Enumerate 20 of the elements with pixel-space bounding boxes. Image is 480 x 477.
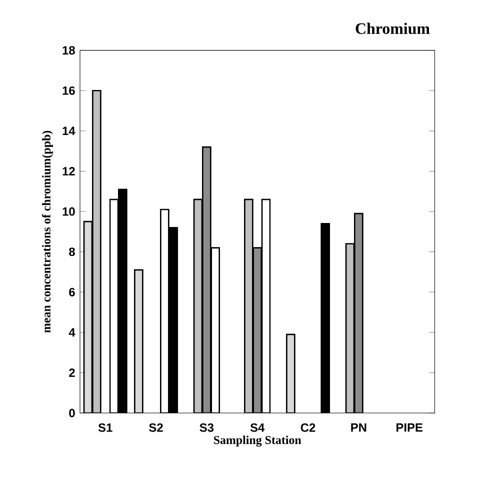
y-tick-label: 18 — [62, 46, 75, 55]
x-axis-title: Sampling Station — [214, 436, 302, 447]
y-tick-label: 16 — [62, 86, 75, 95]
x-tick-label: S4 — [250, 423, 265, 432]
x-tick-label: S3 — [200, 423, 214, 432]
y-tick-label: 14 — [62, 126, 76, 136]
y-tick-label: 0 — [69, 408, 75, 418]
y-tick-label: 2 — [69, 368, 75, 377]
x-tick-label: S2 — [149, 423, 163, 432]
x-tick-label: S1 — [98, 423, 112, 432]
y-tick-label: 8 — [69, 248, 75, 256]
y-tick-label: 10 — [62, 207, 75, 216]
y-tick-label: 6 — [69, 288, 75, 296]
y-tick-label: 4 — [68, 328, 76, 337]
x-tick-label: PIPE — [396, 423, 422, 432]
chart-title: Chromium — [356, 22, 430, 34]
x-tick-label: C2 — [300, 423, 316, 432]
x-tick-label: PN — [351, 423, 366, 432]
y-axis-title: mean concentrations of chromium(ppb) — [42, 130, 53, 333]
y-tick-label: 12 — [62, 167, 75, 176]
